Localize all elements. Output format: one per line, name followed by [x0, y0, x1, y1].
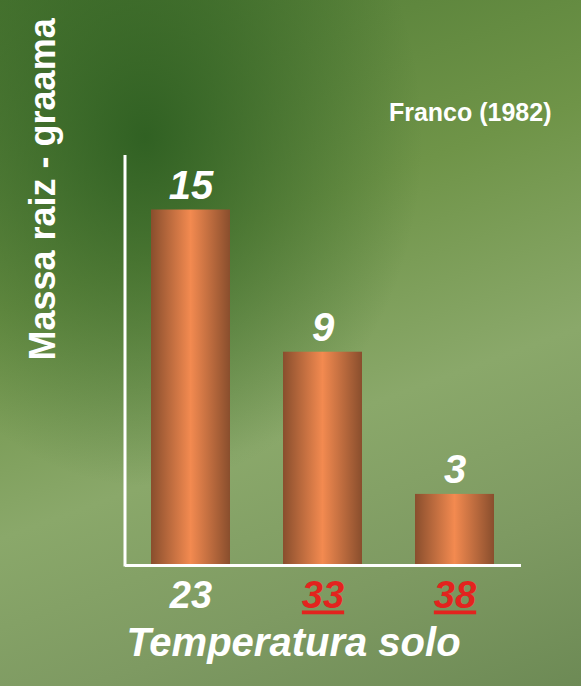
svg-text:23: 23 — [169, 574, 212, 616]
svg-text:Franco (1982): Franco (1982) — [389, 98, 552, 126]
svg-text:33: 33 — [302, 574, 344, 616]
svg-text:15: 15 — [169, 163, 214, 207]
svg-text:9: 9 — [312, 305, 335, 349]
svg-text:3: 3 — [444, 447, 466, 491]
svg-text:Temperatura solo: Temperatura solo — [126, 620, 460, 664]
svg-text:Massa raiz - graama: Massa raiz - graama — [22, 17, 63, 360]
svg-text:38: 38 — [434, 574, 477, 616]
